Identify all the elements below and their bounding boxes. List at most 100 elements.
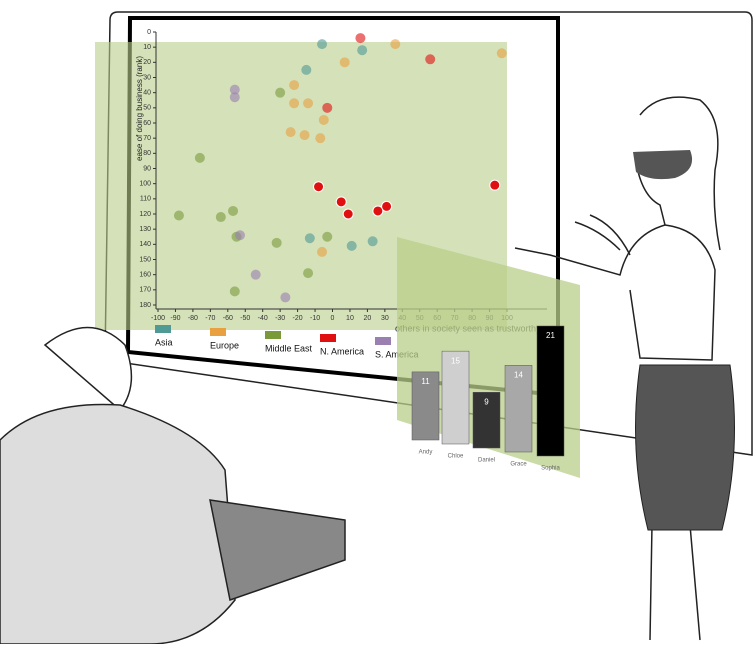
- scatter-point: [372, 205, 384, 217]
- y-tick-label: 120: [139, 211, 151, 218]
- bar-value-label: 15: [451, 356, 460, 365]
- y-tick-label: 10: [143, 44, 151, 51]
- bar: [504, 365, 533, 453]
- skirt: [635, 364, 735, 531]
- y-tick-label: 170: [139, 287, 151, 294]
- y-tick-label: 40: [143, 90, 151, 97]
- scatter-point: [303, 268, 314, 279]
- legend-swatch: [320, 334, 336, 342]
- scatter-point: [342, 208, 354, 220]
- y-tick-label: 150: [139, 256, 151, 263]
- legend-swatch: [155, 325, 171, 333]
- scatter-point: [304, 233, 315, 244]
- y-tick-label: 30: [143, 74, 151, 81]
- man-figure: [0, 326, 346, 645]
- scatter-point: [317, 246, 328, 257]
- y-tick-label: 80: [143, 150, 151, 157]
- scatter-point: [318, 114, 329, 125]
- bar: [441, 350, 470, 445]
- bar-value-label: 14: [514, 370, 523, 379]
- x-tick-label: -60: [223, 315, 233, 322]
- y-tick-label: 0: [147, 29, 151, 36]
- bar-value-label: 11: [421, 377, 430, 386]
- scatter-point: [215, 212, 226, 223]
- scatter-point: [313, 181, 325, 193]
- y-axis-label: ease of doing business (rank): [135, 56, 144, 161]
- scatter-point: [285, 127, 296, 138]
- bar-chart: 11 Andy 15 Chloe 9 Daniel 14 Grace 21 Sophia: [411, 325, 565, 472]
- bar-category-label: Sophia: [541, 466, 560, 472]
- scatter-point: [289, 98, 300, 109]
- y-tick-label: 110: [140, 196, 151, 203]
- legend-label: Middle East: [265, 343, 313, 353]
- scatter-point: [367, 236, 378, 247]
- x-tick-label: 10: [346, 315, 354, 322]
- scatter-point: [228, 205, 239, 216]
- x-tick-label: -20: [293, 315, 303, 322]
- x-tick-label: -10: [310, 315, 320, 322]
- scatter-point: [173, 210, 184, 221]
- scatter-point: [229, 84, 240, 95]
- legend-label: S. America: [375, 349, 419, 359]
- scatter-point: [299, 130, 310, 141]
- legend-label: Europe: [210, 340, 239, 350]
- x-tick-label: -30: [275, 315, 285, 322]
- scatter-point: [194, 152, 205, 163]
- x-tick-label: 0: [331, 315, 335, 322]
- scatter-point: [322, 102, 333, 113]
- y-tick-label: 20: [143, 59, 151, 66]
- legend-label: N. America: [320, 346, 364, 356]
- y-tick-label: 140: [139, 241, 151, 248]
- scatter-point: [489, 179, 501, 191]
- bar-category-label: Andy: [419, 450, 433, 456]
- legend-label: Asia: [155, 337, 173, 347]
- x-tick-label: -70: [205, 315, 215, 322]
- legend-swatch: [265, 331, 281, 339]
- scatter-point: [271, 237, 282, 248]
- bar: [411, 371, 440, 441]
- x-tick-label: 20: [364, 315, 372, 322]
- scatter-point: [275, 87, 286, 98]
- scatter-point: [322, 231, 333, 242]
- scatter-point: [315, 133, 326, 144]
- bar-category-label: Daniel: [478, 458, 495, 464]
- y-tick-label: 90: [143, 165, 151, 172]
- scatter-point: [317, 39, 328, 50]
- scatter-point: [346, 240, 357, 251]
- scatter-point: [229, 92, 240, 103]
- x-tick-label: -40: [258, 315, 268, 322]
- y-tick-label: 60: [143, 120, 151, 127]
- scatter-point: [390, 39, 401, 50]
- bar-value-label: 21: [546, 331, 555, 340]
- y-tick-label: 100: [139, 181, 151, 188]
- scatter-point: [280, 292, 291, 303]
- legend-swatch: [210, 328, 226, 336]
- legend-swatch: [375, 337, 391, 345]
- scatter-point: [301, 64, 312, 75]
- scatter-point: [289, 80, 300, 91]
- scatter-point: [425, 54, 436, 65]
- bar-category-label: Chloe: [448, 454, 464, 460]
- scatter-point: [229, 286, 240, 297]
- y-tick-label: 70: [143, 135, 151, 142]
- bar-value-label: 9: [484, 397, 489, 406]
- scatter-point: [335, 196, 347, 208]
- y-tick-label: 50: [143, 105, 151, 112]
- y-tick-label: 130: [139, 226, 151, 233]
- scatter-point: [339, 57, 350, 68]
- scatter-point: [355, 33, 366, 44]
- scatter-point: [235, 230, 246, 241]
- x-tick-label: -100: [151, 315, 165, 322]
- bar: [536, 325, 565, 457]
- scatter-point: [357, 45, 368, 56]
- scatter-point: [381, 200, 393, 212]
- woman-figure: [514, 96, 721, 641]
- x-tick-label: -90: [170, 315, 180, 322]
- ar-glasses: [633, 150, 693, 180]
- x-tick-label: 30: [381, 315, 389, 322]
- x-tick-label: -50: [240, 315, 250, 322]
- scatter-point: [250, 269, 261, 280]
- x-tick-label: -80: [188, 315, 198, 322]
- scatter-point: [303, 98, 314, 109]
